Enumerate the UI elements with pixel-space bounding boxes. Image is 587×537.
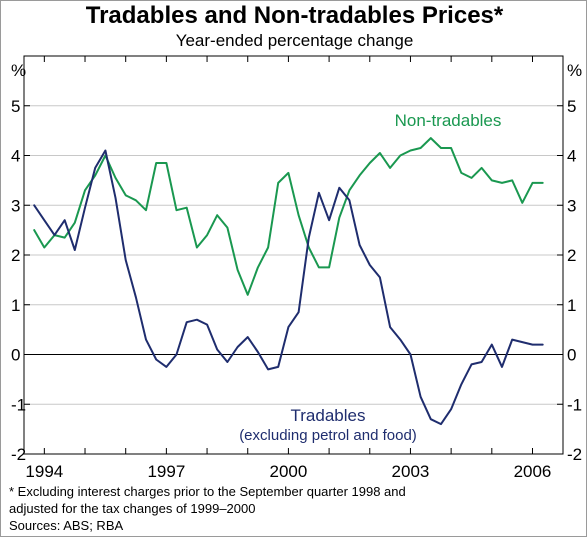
y-tick-label-right: 1	[567, 296, 576, 315]
gridlines	[24, 105, 563, 405]
x-tick-label: 2006	[514, 462, 552, 481]
y-tick-label-right: 3	[567, 196, 576, 215]
y-tick-label-right: 0	[567, 346, 576, 365]
sources-note: Sources: ABS; RBA	[9, 518, 124, 533]
y-axis-unit-right: %	[567, 61, 582, 80]
y-tick-label-left: 0	[11, 346, 20, 365]
y-tick-label-left: -1	[11, 395, 26, 414]
y-tick-label-right: 4	[567, 147, 576, 166]
y-tick-label-right: 2	[567, 246, 576, 265]
y-tick-label-left: 4	[11, 147, 20, 166]
axis-ticks	[24, 56, 563, 455]
y-tick-label-left: 2	[11, 246, 20, 265]
series-line-tradables	[33, 149, 544, 426]
series-line-non-tradables	[33, 137, 544, 296]
chart-subtitle: Year-ended percentage change	[175, 31, 414, 50]
data-series	[33, 137, 544, 426]
y-tick-label-right: -1	[567, 395, 582, 414]
y-tick-labels: 5 5 4 4 3 3 2 2 1 1 0 0 -1 -1 -2 -2	[11, 97, 582, 464]
chart-title: Tradables and Non-tradables Prices*	[85, 2, 504, 29]
footnote-line-1: * Excluding interest charges prior to th…	[9, 484, 406, 499]
x-tick-label: 2000	[270, 462, 308, 481]
legend-non-tradables: Non-tradables	[395, 111, 502, 130]
y-tick-label-left: 5	[11, 97, 20, 116]
legend-tradables-note: (excluding petrol and food)	[239, 427, 417, 444]
y-tick-label-left: 3	[11, 196, 20, 215]
y-tick-label-right: 5	[567, 97, 576, 116]
x-tick-label: 2003	[392, 462, 430, 481]
y-tick-label-left: -2	[11, 445, 26, 464]
footnote-line-2: adjusted for the tax changes of 1999–200…	[9, 501, 256, 516]
y-tick-label-right: -2	[567, 445, 582, 464]
x-tick-label: 1994	[25, 462, 63, 481]
y-axis-unit-left: %	[11, 61, 26, 80]
legend-tradables: Tradables	[291, 406, 366, 425]
y-tick-label-left: 1	[11, 296, 20, 315]
x-tick-label: 1997	[147, 462, 185, 481]
x-tick-labels: 1994 1997 2000 2003 2006	[25, 462, 551, 481]
